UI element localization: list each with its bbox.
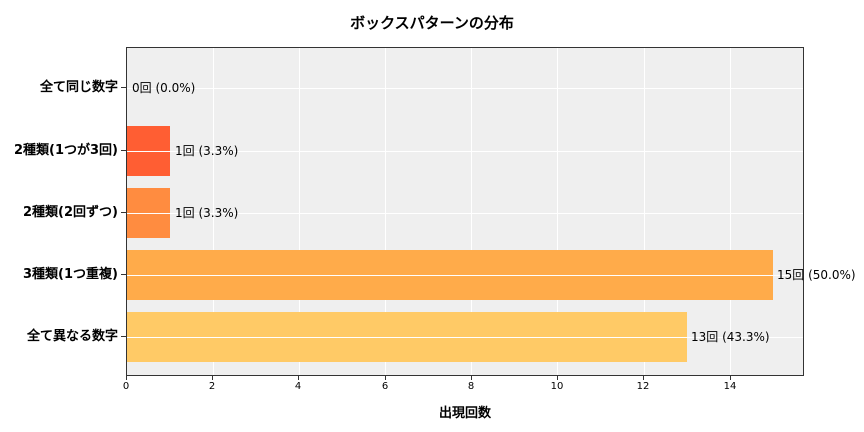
- x-tick-label: 6: [381, 381, 389, 392]
- x-tick: [385, 376, 386, 380]
- y-tick-label: 2種類(2回ずつ): [23, 205, 118, 220]
- grid-line: [730, 48, 731, 375]
- x-tick: [557, 376, 558, 380]
- y-tick: [121, 87, 126, 88]
- x-tick-label: 10: [550, 381, 564, 392]
- x-tick-label: 4: [294, 381, 302, 392]
- plot-area: 0回 (0.0%) 1回 (3.3%) 1回 (3.3%) 15回 (50.0%…: [126, 47, 856, 376]
- grid-line: [213, 48, 214, 375]
- grid-line: [127, 213, 803, 214]
- grid-line: [385, 48, 386, 375]
- y-tick: [121, 336, 126, 337]
- grid-line: [644, 48, 645, 375]
- x-tick-label: 0: [122, 381, 130, 392]
- grid-line: [471, 48, 472, 375]
- grid-line: [557, 48, 558, 375]
- y-tick-label: 全て同じ数字: [39, 80, 118, 95]
- x-tick-label: 14: [723, 381, 737, 392]
- y-tick-label: 2種類(1つが3回): [13, 143, 118, 158]
- data-label: 15回 (50.0%): [777, 268, 856, 282]
- x-tick-label: 8: [467, 381, 475, 392]
- x-tick: [298, 376, 299, 380]
- data-label: 1回 (3.3%): [175, 206, 239, 220]
- grid-line: [127, 151, 803, 152]
- x-axis-label: 出現回数: [438, 406, 491, 421]
- x-tick: [471, 376, 472, 380]
- grid-line: [299, 48, 300, 375]
- x-tick: [643, 376, 644, 380]
- data-label: 13回 (43.3%): [691, 330, 770, 344]
- x-tick-label: 12: [636, 381, 650, 392]
- x-tick: [126, 376, 127, 380]
- x-tick: [212, 376, 213, 380]
- grid-line: [127, 88, 803, 89]
- y-tick: [121, 274, 126, 275]
- y-tick: [121, 212, 126, 213]
- grid-line: [127, 337, 803, 338]
- x-tick-label: 2: [208, 381, 216, 392]
- chart-title: ボックスパターンの分布: [350, 14, 514, 32]
- x-tick: [730, 376, 731, 380]
- y-tick-label: 全て異なる数字: [26, 329, 118, 344]
- y-tick-label: 3種類(1つ重複): [23, 267, 118, 282]
- data-label: 1回 (3.3%): [175, 144, 239, 158]
- grid-line: [127, 275, 803, 276]
- y-tick: [121, 150, 126, 151]
- data-label: 0回 (0.0%): [132, 81, 196, 95]
